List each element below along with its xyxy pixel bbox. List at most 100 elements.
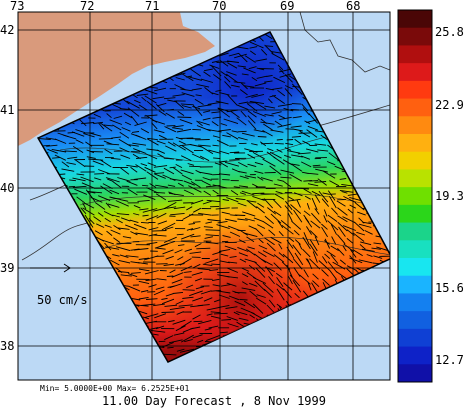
current-vector (287, 212, 293, 222)
current-vector (192, 334, 203, 339)
current-vector (238, 252, 248, 257)
lon-tick-label: 70 (212, 0, 226, 13)
current-vector (149, 86, 158, 89)
current-vector (339, 189, 354, 193)
current-vector (311, 282, 319, 294)
current-vector (38, 137, 51, 141)
current-vector (109, 119, 123, 125)
current-vector (152, 96, 165, 100)
current-vector (45, 137, 57, 141)
current-vector (218, 150, 230, 155)
current-vector (94, 173, 105, 175)
current-vector (221, 319, 231, 321)
current-vector (112, 254, 120, 257)
current-vector (98, 138, 113, 140)
current-vector (312, 280, 320, 288)
current-vector (226, 197, 239, 203)
current-vector (357, 211, 366, 216)
current-vector (223, 118, 239, 125)
current-vector (151, 122, 158, 130)
current-vector (125, 255, 139, 258)
current-vector (196, 120, 203, 127)
current-vector (166, 206, 177, 209)
current-vector (107, 203, 120, 208)
current-vector (103, 124, 113, 127)
current-vector (169, 283, 183, 289)
current-vector (239, 229, 248, 236)
current-vector (314, 181, 327, 183)
current-vector (177, 110, 185, 116)
current-vector (264, 105, 276, 109)
current-vector (181, 155, 192, 162)
current-vector (236, 321, 246, 328)
current-vector (291, 163, 300, 166)
current-vector (208, 149, 221, 154)
current-vector (359, 244, 366, 250)
current-vector (153, 191, 166, 194)
current-vector (161, 311, 175, 313)
colorbar-swatch (398, 346, 432, 365)
lat-tick-label: 40 (0, 181, 14, 195)
current-vector (197, 104, 212, 108)
scale-vector: 50 cm/s (30, 263, 88, 307)
current-vector (241, 132, 255, 137)
current-vector (236, 104, 249, 111)
current-vector (188, 185, 202, 193)
current-vector (110, 103, 122, 109)
current-vector (175, 263, 185, 266)
current-vector (254, 280, 266, 292)
current-vector (144, 89, 158, 95)
colorbar-swatch (398, 116, 432, 135)
current-vector (297, 152, 311, 155)
current-vector (215, 100, 229, 105)
current-vector (291, 220, 302, 230)
current-vector (66, 162, 76, 165)
current-vector (153, 165, 168, 168)
current-vector (280, 169, 295, 174)
current-vector (219, 160, 228, 163)
current-vector (126, 164, 138, 168)
colorbar-swatch (398, 10, 432, 29)
current-vector (100, 185, 113, 195)
current-vector (269, 165, 282, 175)
current-vector (176, 128, 192, 133)
current-vector (192, 105, 203, 117)
current-vector (291, 154, 303, 158)
current-vector (106, 143, 120, 146)
current-vector (220, 253, 229, 257)
current-vector (266, 304, 275, 313)
current-vector (252, 152, 265, 160)
current-vector (322, 192, 330, 195)
current-vector (320, 134, 328, 141)
current-vector (228, 261, 238, 264)
current-vector (140, 289, 149, 293)
current-vector (270, 213, 282, 224)
current-vector (230, 190, 239, 196)
current-vector (153, 303, 165, 307)
current-vector (307, 183, 319, 187)
current-vector (335, 271, 347, 279)
current-vector (258, 238, 264, 244)
current-vector (327, 190, 336, 201)
current-vector (276, 148, 283, 153)
current-vector (283, 180, 292, 188)
current-vector (247, 246, 255, 250)
current-vector (127, 188, 138, 196)
current-vector (221, 211, 231, 215)
current-vector (227, 276, 239, 279)
current-vector (148, 284, 157, 288)
current-vector (203, 190, 212, 196)
colorbar-swatch (398, 364, 432, 383)
current-vector (227, 267, 239, 273)
current-vector (264, 113, 274, 117)
current-vector (97, 212, 104, 217)
lon-tick-label: 71 (145, 0, 159, 13)
current-vector (342, 245, 347, 252)
current-vector (69, 179, 76, 182)
current-vector (256, 294, 266, 298)
lat-tick-label: 39 (0, 261, 14, 275)
current-vector (301, 155, 311, 160)
current-vector (228, 295, 240, 301)
current-vector (157, 220, 168, 225)
current-vector (262, 158, 276, 167)
